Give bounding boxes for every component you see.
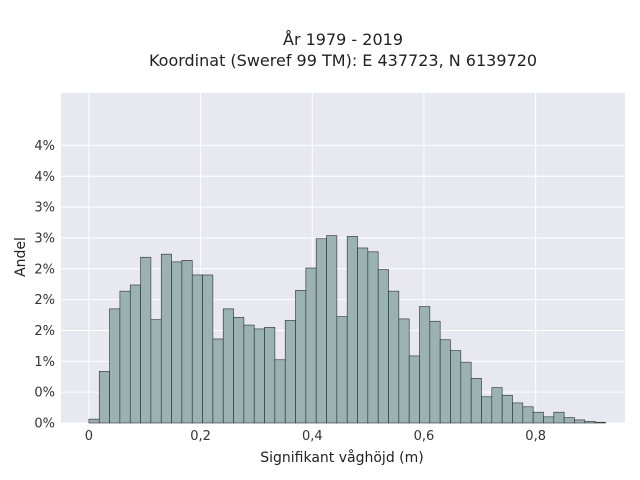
histogram-bar (388, 290, 400, 424)
histogram-bar (553, 411, 565, 424)
histogram-bar (295, 290, 307, 424)
histogram-bar (543, 416, 555, 424)
y-tick-label: 0% (34, 417, 55, 432)
histogram-bar (119, 290, 131, 424)
histogram-bar (336, 316, 348, 424)
histogram-bar (439, 339, 451, 424)
histogram-bar (501, 394, 513, 424)
histogram-bar (109, 308, 121, 424)
histogram-bar (357, 247, 369, 424)
y-tick-label: 3% (34, 201, 55, 216)
histogram-bar (233, 317, 245, 424)
histogram-bar (202, 274, 214, 424)
x-tick-label: 0,6 (414, 429, 435, 444)
histogram-bar (532, 411, 544, 424)
y-axis-label: Andel (13, 237, 29, 277)
histogram-bar (408, 355, 420, 424)
histogram-bar (460, 361, 472, 424)
x-tick-label: 0,4 (302, 429, 323, 444)
histogram-bar (481, 396, 493, 424)
y-tick-label: 1% (34, 355, 55, 370)
histogram-bar (429, 320, 441, 424)
histogram-bar (398, 318, 410, 424)
y-tick-label: 3% (34, 231, 55, 246)
histogram-bar (98, 371, 110, 424)
histogram-bar (284, 320, 296, 424)
histogram-bar (305, 267, 317, 424)
histogram-bar (419, 306, 431, 424)
histogram-bar (140, 256, 152, 424)
x-tick-label: 0,2 (190, 429, 211, 444)
histogram-bar (150, 319, 162, 424)
histogram-bar (160, 253, 172, 424)
histogram-bar (574, 419, 586, 424)
histogram-bar (367, 251, 379, 424)
histogram-bar (274, 359, 286, 424)
histogram-bar (222, 308, 234, 424)
histogram-bar (563, 417, 575, 424)
x-axis-ticks: 0 0,2 0,4 0,6 0,8 (85, 429, 546, 444)
bars-group (88, 235, 606, 424)
y-tick-label: 2% (34, 262, 55, 277)
histogram-bar (243, 324, 255, 424)
histogram-bar (470, 377, 482, 424)
histogram-bar (326, 235, 338, 424)
histogram-bar (346, 236, 358, 424)
histogram-bar (181, 260, 193, 424)
y-tick-label: 0% (34, 386, 55, 401)
histogram-bar (88, 418, 100, 424)
histogram-bar (191, 274, 203, 424)
x-axis-label: Signifikant våghöjd (m) (260, 449, 423, 466)
histogram-bar (264, 327, 276, 424)
y-tick-label: 2% (34, 293, 55, 308)
histogram-bar (512, 402, 524, 424)
y-tick-label: 4% (34, 139, 55, 154)
y-axis-ticks: 0% 0% 1% 2% 2% 2% 3% 3% 4% 4% (34, 139, 55, 432)
histogram-bar (522, 406, 534, 424)
chart-title-line2: Koordinat (Sweref 99 TM): E 437723, N 61… (149, 51, 537, 70)
chart-title-line1: År 1979 - 2019 (283, 30, 403, 49)
histogram-bar (315, 238, 327, 424)
y-tick-label: 2% (34, 324, 55, 339)
histogram-bar (253, 328, 265, 424)
histogram-bar (594, 421, 606, 424)
y-tick-label: 4% (34, 170, 55, 185)
histogram-bar (584, 421, 596, 424)
histogram-bar (450, 350, 462, 424)
histogram-bar (171, 261, 183, 424)
histogram-bar (377, 269, 389, 424)
histogram-bar (129, 284, 141, 424)
histogram-bar (212, 338, 224, 424)
x-tick-label: 0,8 (525, 429, 546, 444)
histogram-bar (491, 387, 503, 424)
x-tick-label: 0 (85, 429, 93, 444)
